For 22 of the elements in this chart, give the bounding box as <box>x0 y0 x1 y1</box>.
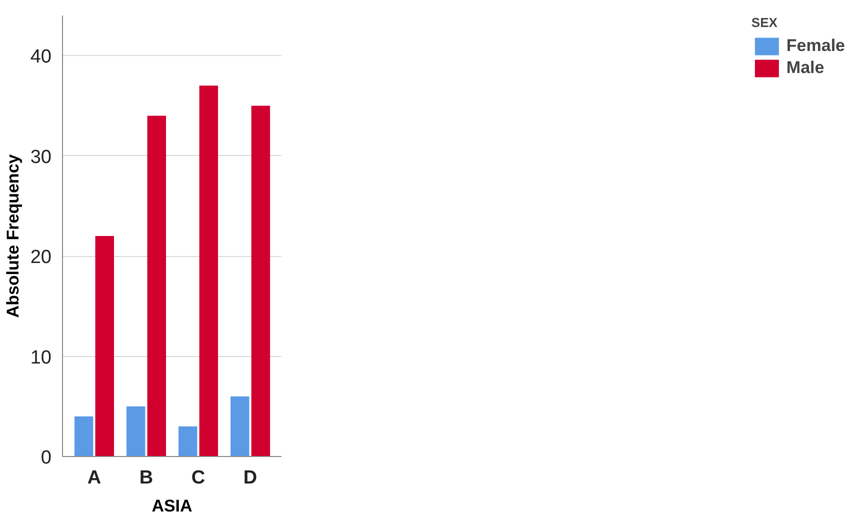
y-tick-label: 10 <box>30 347 52 368</box>
bar <box>251 106 270 456</box>
x-tick-label: D <box>243 468 258 488</box>
bar <box>74 416 94 456</box>
y-tick-label: 40 <box>30 46 52 68</box>
legend-label: Female <box>786 36 845 56</box>
bar <box>95 236 114 456</box>
bar <box>199 86 218 456</box>
legend-title: SEX <box>751 15 778 30</box>
y-tick-label: 30 <box>30 146 52 168</box>
bar <box>126 406 146 456</box>
legend-label: Male <box>786 58 824 78</box>
y-axis-title: Absolute Frequency <box>3 154 22 318</box>
y-tick-label: 0 <box>40 448 52 468</box>
bar <box>178 426 198 456</box>
bar <box>230 396 250 456</box>
bar <box>147 116 166 456</box>
x-axis-title: ASIA <box>152 496 192 516</box>
x-tick-label: A <box>87 468 102 488</box>
x-tick-label: C <box>191 468 206 488</box>
x-tick-label: B <box>139 468 154 488</box>
y-tick-label: 20 <box>30 247 52 268</box>
